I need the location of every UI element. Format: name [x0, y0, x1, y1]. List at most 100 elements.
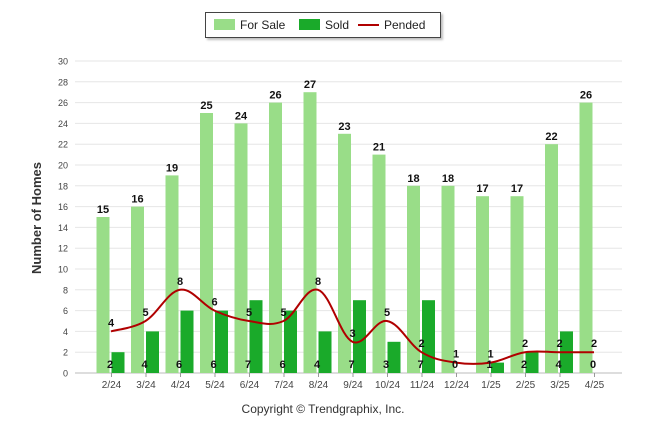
y-tick-label: 28: [58, 77, 68, 87]
for-sale-value-label: 19: [166, 162, 178, 174]
sold-value-label: 0: [590, 359, 596, 371]
sold-value-label: 3: [383, 359, 389, 371]
x-tick-label: 10/24: [375, 380, 400, 391]
pended-line-path: [110, 288, 594, 366]
for-sale-bar[interactable]: [303, 92, 317, 373]
x-tick-label: 4/25: [585, 380, 605, 391]
x-tick-label: 7/24: [274, 380, 294, 391]
sold-bar[interactable]: [180, 310, 194, 373]
sold-value-label: 7: [348, 359, 354, 371]
x-tick-label: 8/24: [309, 380, 329, 391]
y-tick-label: 26: [58, 98, 68, 108]
sold-value-label: 2: [107, 359, 113, 371]
for-sale-bar[interactable]: [476, 196, 489, 373]
pended-value-label: 2: [591, 338, 597, 350]
sold-bar[interactable]: [146, 331, 159, 373]
y-tick-label: 4: [63, 327, 68, 337]
legend-label-pended: Pended: [384, 18, 426, 32]
y-tick-label: 30: [58, 57, 68, 67]
y-axis-label: Number of Homes: [29, 162, 44, 274]
pended-value-label: 5: [142, 307, 148, 319]
pended-value-label: 2: [418, 338, 424, 350]
for-sale-bar[interactable]: [131, 206, 144, 373]
for-sale-value-label: 15: [97, 204, 109, 216]
y-tick-label: 16: [58, 202, 68, 212]
y-tick-label: 22: [58, 140, 68, 150]
x-tick-label: 11/24: [410, 380, 435, 391]
x-tick-label: 5/24: [205, 380, 225, 391]
x-tick-label: 3/25: [550, 380, 570, 391]
y-tick-label: 14: [58, 223, 68, 233]
for-sale-value-label: 18: [442, 173, 454, 185]
y-tick-label: 24: [58, 119, 68, 129]
x-tick-label: 9/24: [343, 380, 363, 391]
sold-value-label: 6: [176, 359, 182, 371]
sold-value-label: 6: [210, 359, 216, 371]
sold-bar[interactable]: [318, 331, 332, 373]
sold-value-label: 2: [521, 359, 527, 371]
sold-value-label: 4: [314, 359, 321, 371]
for-sale-value-label: 17: [511, 183, 523, 195]
y-tick-label: 0: [63, 369, 68, 379]
for-sale-bar[interactable]: [96, 217, 110, 373]
x-tick-label: 2/25: [516, 380, 536, 391]
sold-bar[interactable]: [525, 352, 539, 373]
for-sale-swatch: [214, 19, 235, 30]
x-tick-label: 2/24: [102, 380, 122, 391]
sold-value-label: 7: [417, 359, 423, 371]
sold-bar[interactable]: [284, 310, 297, 373]
for-sale-bar[interactable]: [165, 175, 179, 373]
pended-swatch: [358, 24, 379, 26]
for-sale-bar[interactable]: [234, 123, 248, 374]
for-sale-value-label: 18: [407, 173, 419, 185]
for-sale-bar[interactable]: [441, 185, 455, 373]
for-sale-bar[interactable]: [372, 154, 386, 373]
legend-label-for-sale: For Sale: [240, 18, 286, 32]
for-sale-bar[interactable]: [200, 113, 213, 373]
sold-bar[interactable]: [387, 341, 401, 373]
pended-line: [110, 288, 594, 366]
for-sale-value-label: 21: [373, 142, 385, 154]
y-tick-label: 8: [63, 285, 68, 295]
pended-value-label: 2: [522, 338, 528, 350]
sold-bar[interactable]: [215, 310, 228, 373]
for-sale-bar[interactable]: [338, 133, 351, 373]
y-tick-label: 20: [58, 161, 68, 171]
y-tick-label: 10: [58, 265, 68, 275]
x-tick-label: 12/24: [444, 380, 469, 391]
pended-value-label: 1: [487, 349, 493, 361]
for-sale-value-label: 24: [235, 110, 248, 122]
pended-value-label: 5: [246, 307, 252, 319]
sold-swatch: [299, 19, 320, 30]
sold-bar[interactable]: [111, 352, 125, 373]
pended-value-label: 5: [384, 307, 390, 319]
sold-bar[interactable]: [353, 300, 366, 373]
for-sale-bar[interactable]: [510, 196, 524, 373]
for-sale-value-label: 16: [131, 194, 143, 206]
sold-bar[interactable]: [491, 362, 504, 373]
y-tick-label: 18: [58, 181, 68, 191]
legend-item-pended[interactable]: Pended: [358, 18, 425, 32]
legend-item-sold[interactable]: Sold: [299, 18, 349, 32]
sold-value-label: 4: [555, 359, 562, 371]
sold-value-label: 4: [141, 359, 148, 371]
sold-value-label: 1: [486, 359, 492, 371]
for-sale-bar[interactable]: [579, 102, 593, 373]
for-sale-bar[interactable]: [407, 185, 420, 373]
x-tick-label: 1/25: [481, 380, 501, 391]
sold-value-label: 0: [452, 359, 458, 371]
pended-value-label: 5: [280, 307, 286, 319]
for-sale-value-label: 22: [545, 131, 557, 143]
for-sale-bar[interactable]: [269, 102, 282, 373]
y-tick-label: 2: [63, 348, 68, 358]
y-tick-label: 12: [58, 244, 68, 254]
sold-bar[interactable]: [249, 300, 263, 373]
data-labels: 1521641962562472662742372131871801711722…: [97, 79, 597, 371]
sold-value-label: 7: [245, 359, 251, 371]
for-sale-value-label: 25: [200, 100, 212, 112]
legend-item-for-sale[interactable]: For Sale: [214, 18, 285, 32]
sold-bar[interactable]: [422, 300, 435, 373]
for-sale-value-label: 23: [338, 121, 350, 133]
x-axis-ticks: 2/24 3/24 4/24 5/24 6/24 7/24 8/24 9/24 10/24 11/…: [102, 373, 605, 391]
for-sale-bar[interactable]: [545, 144, 558, 373]
